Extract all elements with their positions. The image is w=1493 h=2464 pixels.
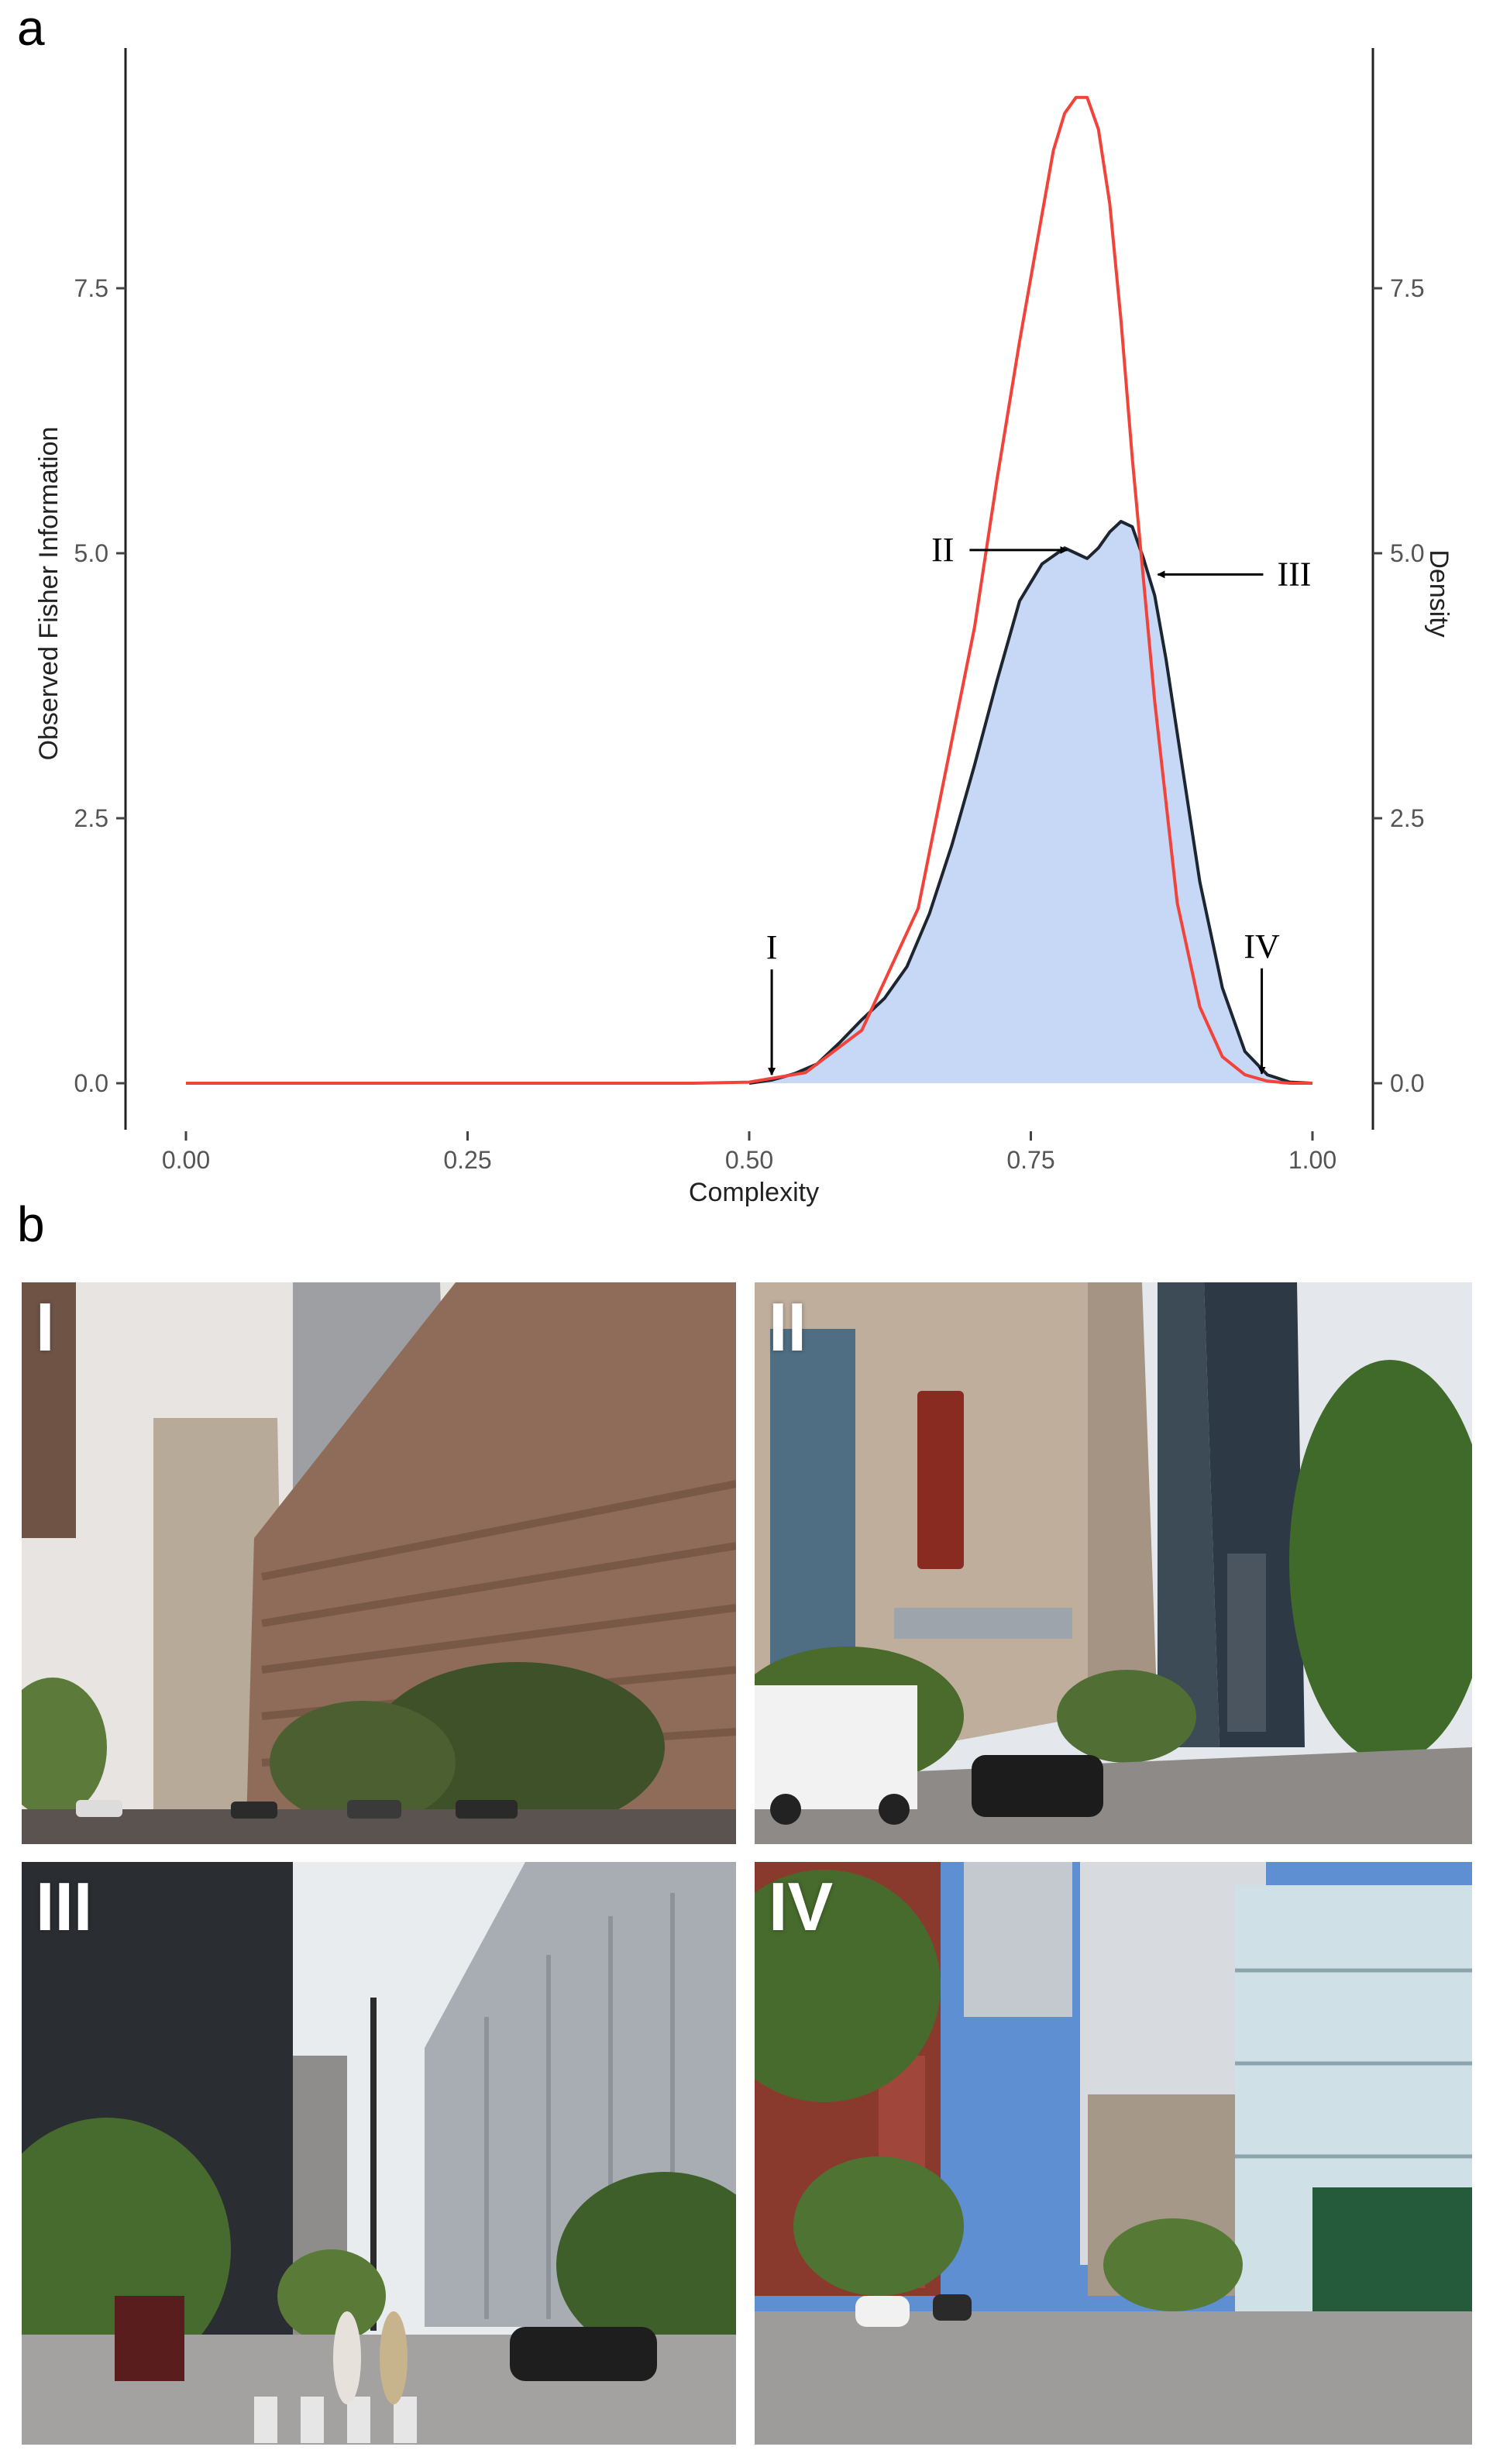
photo-1-label: I xyxy=(36,1289,55,1365)
photo-3-label: III xyxy=(36,1868,93,1945)
annotation-label: I xyxy=(766,928,778,966)
y-tick-label-left: 5.0 xyxy=(74,539,108,567)
y-tick-label-right: 2.5 xyxy=(1390,804,1424,832)
street-photo-3: III xyxy=(22,1862,736,2445)
y-tick-label-right: 5.0 xyxy=(1390,539,1424,567)
x-tick-label: 0.75 xyxy=(1006,1146,1054,1174)
street-photo-3-image xyxy=(22,1862,736,2445)
panel-a-label: a xyxy=(17,0,45,56)
street-photo-2: II xyxy=(755,1282,1472,1844)
density-chart: 0.0 0.0 2.5 2.5 5.0 5.0 7.5 7.5 0.00 0.25 0.50 0.75… xyxy=(34,48,1453,1207)
y-tick-label-left: 2.5 xyxy=(74,804,108,832)
photo-4-label: IV xyxy=(769,1868,834,1945)
street-photo-4: IV xyxy=(755,1862,1472,2445)
street-photo-grid: I II xyxy=(22,1282,1472,2445)
photo-2-label: II xyxy=(769,1289,807,1365)
y-tick-label-left: 0.0 xyxy=(74,1069,108,1097)
street-photo-1-image xyxy=(22,1282,736,1844)
panel-b-label: b xyxy=(17,1196,45,1252)
x-tick-label: 1.00 xyxy=(1288,1146,1336,1174)
y-tick-label-left: 7.5 xyxy=(74,274,108,302)
street-photo-4-image xyxy=(755,1862,1472,2445)
street-photo-1: I xyxy=(22,1282,736,1844)
annotation-label: II xyxy=(931,531,954,569)
street-photo-2-image xyxy=(755,1282,1472,1844)
x-tick-label: 0.25 xyxy=(443,1146,491,1174)
y-axis-label-left: Observed Fisher Information xyxy=(34,427,64,761)
annotation-label: III xyxy=(1277,555,1311,593)
density-line xyxy=(748,520,1313,1085)
density-area xyxy=(749,521,1312,1083)
x-tick-label: 0.50 xyxy=(725,1146,773,1174)
x-axis-label: Complexity xyxy=(689,1178,819,1207)
x-tick-label: 0.00 xyxy=(162,1146,210,1174)
y-tick-label-right: 0.0 xyxy=(1390,1069,1424,1097)
y-tick-label-right: 7.5 xyxy=(1390,274,1424,302)
fisher-information-line xyxy=(186,95,1312,1085)
y-axis-label-right: Density xyxy=(1424,549,1453,637)
annotation-label: IV xyxy=(1244,927,1280,965)
